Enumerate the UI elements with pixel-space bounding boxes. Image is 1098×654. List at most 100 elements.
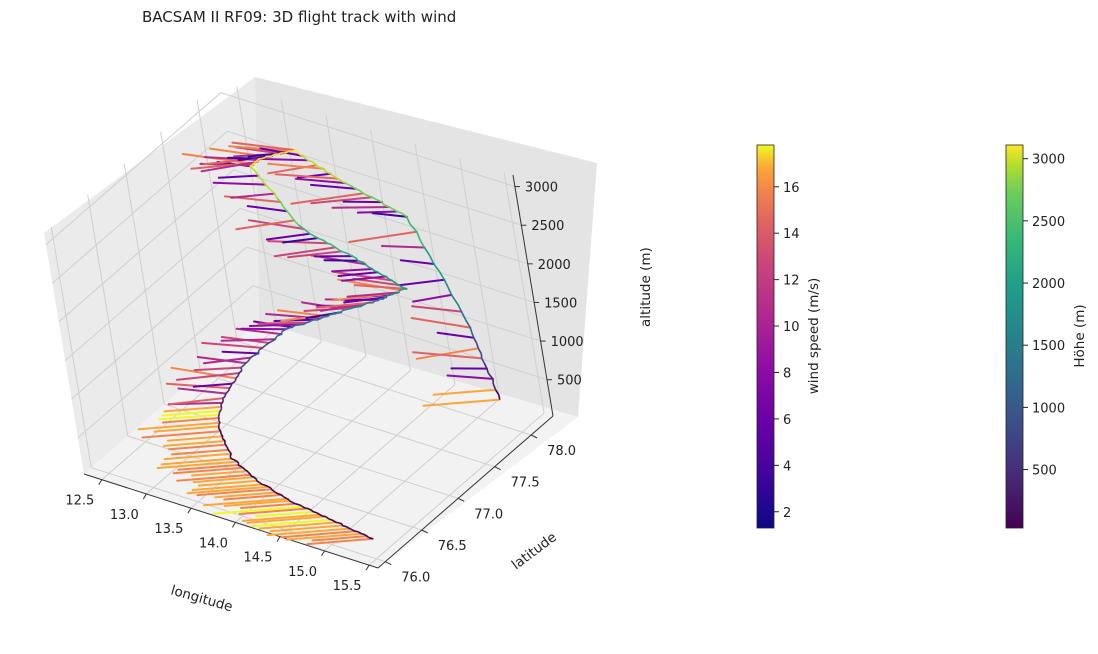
wind-segment	[311, 535, 368, 542]
track-segment	[357, 531, 362, 535]
y-tick-label: 76.0	[401, 571, 430, 586]
grid-line-alt	[71, 246, 247, 400]
wind-segment	[203, 497, 288, 507]
wind-segment	[200, 160, 259, 173]
track-segment	[323, 168, 327, 173]
colorbar-altitude: 500 1000 1500 2000 2500 3000 Höhe (m)	[1005, 144, 1088, 529]
track-segment	[328, 518, 332, 521]
track-segment	[231, 380, 236, 385]
x-tick-label: 13.5	[154, 522, 183, 537]
grid-line-lat	[127, 435, 422, 531]
wind-segment	[306, 537, 374, 546]
wind-segment	[202, 356, 252, 365]
wind-segment	[432, 388, 497, 396]
track-segment	[409, 223, 418, 233]
track-segment	[433, 263, 441, 273]
track-segment	[457, 304, 463, 312]
x-axis-label: longitude	[169, 582, 235, 615]
track-segment	[395, 291, 399, 294]
wind-segment	[274, 173, 339, 180]
x-tick-label: 12.5	[65, 494, 94, 509]
grid-line-lat	[123, 163, 165, 405]
track-segment	[271, 338, 276, 342]
wind-segment	[171, 448, 230, 456]
x-tick-mark	[187, 507, 192, 514]
track-segment	[268, 188, 276, 195]
axis-ticks: 12.5 13.0 13.5 14.0 14.5 15.0 15.5 76.0 76.5 77.0…	[65, 174, 584, 594]
track-segment	[317, 237, 325, 242]
wind-segment	[412, 293, 453, 303]
wind-segment	[422, 398, 501, 407]
track-segment	[423, 247, 431, 256]
wind-segment	[168, 443, 227, 451]
flight-track	[217, 149, 501, 540]
track-segment	[371, 196, 377, 201]
wind-segment	[223, 499, 291, 507]
z-tick-label: 2000	[538, 258, 571, 273]
wind-segment	[267, 162, 325, 170]
wind-segment	[331, 206, 391, 209]
colorbar-wind-label: wind speed (m/s)	[806, 278, 822, 395]
track-segment	[349, 527, 353, 531]
y-tick-mark	[457, 497, 465, 502]
track-segment	[218, 420, 221, 424]
wind-segment	[163, 440, 227, 447]
track-segment	[363, 303, 366, 306]
track-segment	[221, 400, 224, 404]
track-segment	[289, 326, 293, 329]
back-wall-left	[44, 77, 259, 474]
z-tick-label: 1000	[551, 335, 584, 350]
x-tick-mark	[321, 550, 325, 557]
track-segment	[243, 362, 247, 366]
track-segment	[487, 372, 494, 380]
track-segment	[304, 507, 309, 510]
wind-segment	[240, 327, 287, 331]
wind-segment	[348, 230, 418, 243]
track-segment	[438, 271, 445, 281]
wind-segment	[163, 452, 233, 461]
colorbar-altitude-gradient	[1005, 144, 1024, 529]
track-segment	[351, 528, 356, 533]
track-segment	[335, 311, 338, 315]
track-segment	[257, 175, 264, 181]
track-segment	[275, 491, 279, 495]
colorbar-tick-label: 2500	[1032, 215, 1065, 230]
track-segment	[218, 422, 221, 425]
track-segment	[233, 459, 238, 463]
wind-segment	[337, 271, 379, 277]
chart-title: BACSAM II RF09: 3D flight track with win…	[142, 8, 456, 26]
track-segment	[307, 507, 311, 511]
colorbar-tick-label: 2000	[1032, 277, 1065, 292]
y-axis-line	[377, 415, 554, 569]
track-segment	[221, 398, 225, 402]
wind-segment	[412, 351, 483, 360]
track-segment	[447, 287, 453, 296]
x-tick-mark	[142, 493, 147, 500]
track-segment	[220, 402, 223, 405]
track-segment	[319, 513, 323, 517]
y-tick-label: 76.5	[438, 539, 467, 554]
track-segment	[382, 297, 385, 300]
wind-segment	[436, 331, 475, 339]
track-segment	[227, 449, 231, 453]
track-segment	[400, 288, 405, 291]
x-tick-mark	[276, 536, 281, 542]
wind-segment	[220, 338, 277, 342]
wind-segment	[259, 147, 303, 157]
track-segment	[347, 252, 353, 257]
track-segment	[334, 246, 340, 251]
track-segment	[218, 427, 222, 432]
colorbar-tick-label: 16	[783, 181, 800, 196]
wind-segment	[221, 350, 260, 355]
wind-segment	[411, 305, 463, 313]
wind-segment	[193, 366, 242, 372]
x-tick-label: 15.0	[288, 565, 317, 580]
track-segment	[313, 235, 319, 239]
track-segment	[264, 156, 267, 159]
track-segment	[492, 383, 497, 391]
grid-line-lat	[87, 194, 129, 437]
track-segment	[284, 151, 288, 154]
track-segment	[327, 313, 331, 317]
track-segment	[381, 274, 387, 278]
wind-segment	[156, 460, 239, 469]
